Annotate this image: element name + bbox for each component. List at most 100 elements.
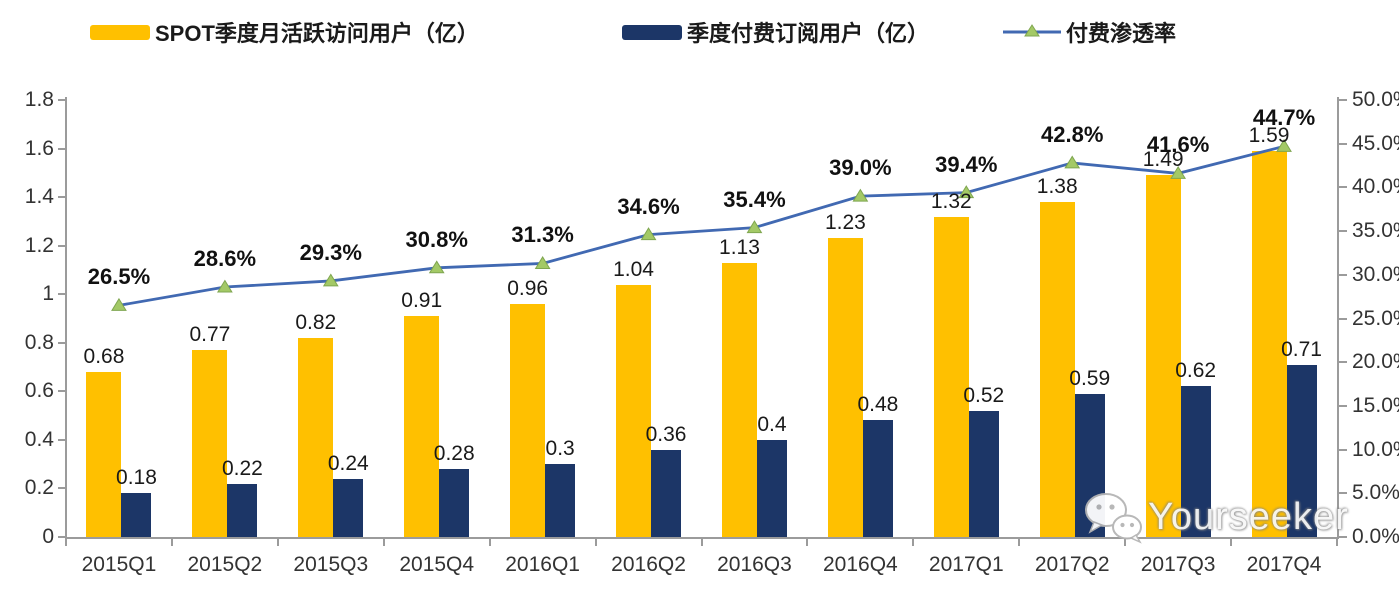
bar-mau-2015Q4 [404, 316, 440, 537]
x-tick-label: 2016Q3 [717, 553, 792, 576]
bar-mau-2017Q3 [1145, 175, 1181, 537]
y-tick-label-left: 0.6 [24, 379, 54, 403]
y-tick-label-right: 50.0% [1352, 88, 1399, 111]
bar-mau-2016Q2 [616, 284, 652, 537]
y-tick-label-left: 0 [42, 525, 54, 548]
bar-subscribers-2015Q2 [227, 483, 258, 537]
penetration-value-label: 31.3% [511, 222, 574, 248]
penetration-marker [111, 297, 127, 311]
right-axis-tick [1339, 142, 1347, 145]
y-tick-label-left: 1.6 [24, 136, 54, 160]
subscribers-value-label: 0.24 [327, 451, 369, 475]
x-tick-label: 2016Q4 [823, 553, 898, 576]
mau-value-label: 0.91 [401, 289, 443, 313]
penetration-marker [322, 273, 339, 287]
x-tick-label: 2015Q2 [187, 553, 263, 576]
bar-subscribers-2016Q1 [545, 464, 576, 537]
x-tick-label: 2017Q4 [1246, 553, 1322, 576]
bar-subscribers-2017Q4 [1286, 364, 1317, 537]
mau-value-label: 0.82 [295, 310, 337, 334]
bar-subscribers-2016Q3 [756, 439, 787, 537]
mau-legend-swatch [90, 24, 150, 40]
watermark: Yourseeker [1082, 488, 1349, 546]
y-tick-label-right: 0.0% [1352, 525, 1399, 548]
mau-value-label: 1.38 [1036, 174, 1078, 198]
left-axis-tick [58, 487, 66, 490]
left-axis-tick [58, 99, 66, 101]
penetration-value-label: 42.8% [1041, 121, 1104, 147]
bar-subscribers-2015Q3 [333, 478, 364, 537]
penetration-value-label: 30.8% [405, 226, 468, 252]
right-axis-tick [1339, 273, 1347, 276]
y-tick-label-left: 1 [42, 282, 54, 306]
x-axis-tick [806, 539, 809, 546]
right-axis-tick [1339, 404, 1347, 407]
watermark-text: Yourseeker [1148, 495, 1349, 538]
penetration-marker [1064, 155, 1081, 169]
subscribers-value-label: 0.3 [545, 437, 575, 461]
bar-mau-2015Q1 [86, 371, 122, 537]
bar-mau-2016Q1 [510, 303, 546, 537]
penetration-marker [852, 188, 869, 202]
y-tick-label-right: 5.0% [1352, 481, 1399, 505]
bar-mau-2015Q2 [192, 350, 228, 537]
y-tick-label-right: 40.0% [1352, 175, 1399, 199]
left-axis-tick [58, 390, 66, 393]
y-tick-label-left: 0.8 [24, 330, 54, 354]
x-tick-label: 2017Q3 [1140, 553, 1216, 576]
bar-subscribers-2016Q4 [862, 420, 893, 537]
penetration-line-swatch [1003, 24, 1061, 37]
subscribers-value-label: 0.62 [1175, 359, 1217, 383]
x-axis-tick [488, 539, 491, 546]
x-tick-label: 2017Q2 [1034, 553, 1110, 576]
y-tick-label-right: 35.0% [1352, 219, 1399, 243]
subscribers-value-label: 0.4 [757, 412, 787, 436]
x-axis-tick [276, 539, 279, 546]
penetration-marker [216, 279, 233, 293]
left-axis-tick [58, 536, 66, 538]
penetration-value-label: 39.0% [829, 155, 892, 181]
x-axis-tick [1018, 539, 1021, 546]
bar-subscribers-2015Q4 [439, 469, 470, 537]
mau-legend-label: SPOT季度月活跃访问用户（亿） [155, 21, 479, 46]
x-tick-label: 2015Q3 [293, 553, 369, 576]
x-tick-label: 2016Q2 [611, 553, 686, 576]
penetration-marker [534, 255, 551, 269]
subscribers-value-label: 0.48 [857, 393, 899, 417]
x-axis-tick [594, 539, 597, 546]
x-axis-tick [700, 539, 703, 546]
left-axis-tick [58, 293, 66, 296]
subscribers-legend-swatch [622, 24, 682, 40]
right-axis-tick [1339, 492, 1347, 495]
subscribers-value-label: 0.28 [433, 442, 475, 466]
x-axis-tick [912, 539, 915, 546]
mau-value-label: 0.96 [507, 276, 549, 300]
penetration-marker [640, 227, 657, 241]
penetration-line-path [118, 144, 1285, 307]
y-tick-label-left: 0.2 [24, 476, 54, 500]
mau-value-label: 1.23 [824, 211, 866, 235]
bar-subscribers-2017Q1 [968, 410, 999, 537]
right-axis-tick [1339, 230, 1347, 233]
subscribers-value-label: 0.18 [116, 466, 157, 490]
bar-mau-2015Q3 [298, 337, 334, 537]
left-axis-tick [58, 244, 66, 247]
left-axis-tick [58, 196, 66, 199]
penetration-value-label: 34.6% [617, 193, 680, 219]
bar-subscribers-2017Q3 [1180, 386, 1211, 537]
subscribers-value-label: 0.52 [963, 383, 1005, 407]
left-axis-tick [58, 438, 66, 441]
penetration-legend-label: 付费渗透率 [1066, 21, 1177, 46]
bar-mau-2016Q4 [827, 238, 863, 537]
penetration-value-label: 29.3% [299, 239, 362, 265]
penetration-value-label: 35.4% [723, 186, 786, 212]
x-tick-label: 2015Q1 [81, 553, 157, 576]
legend-item-subscribers: 季度付费订阅用户（亿） [622, 16, 929, 48]
x-axis-tick [382, 539, 385, 546]
x-tick-label: 2016Q1 [505, 553, 580, 576]
y-tick-label-right: 10.0% [1352, 437, 1399, 461]
y-tick-label-left: 1.8 [24, 88, 54, 111]
left-axis-tick [58, 147, 66, 150]
subscribers-value-label: 0.36 [645, 422, 687, 446]
